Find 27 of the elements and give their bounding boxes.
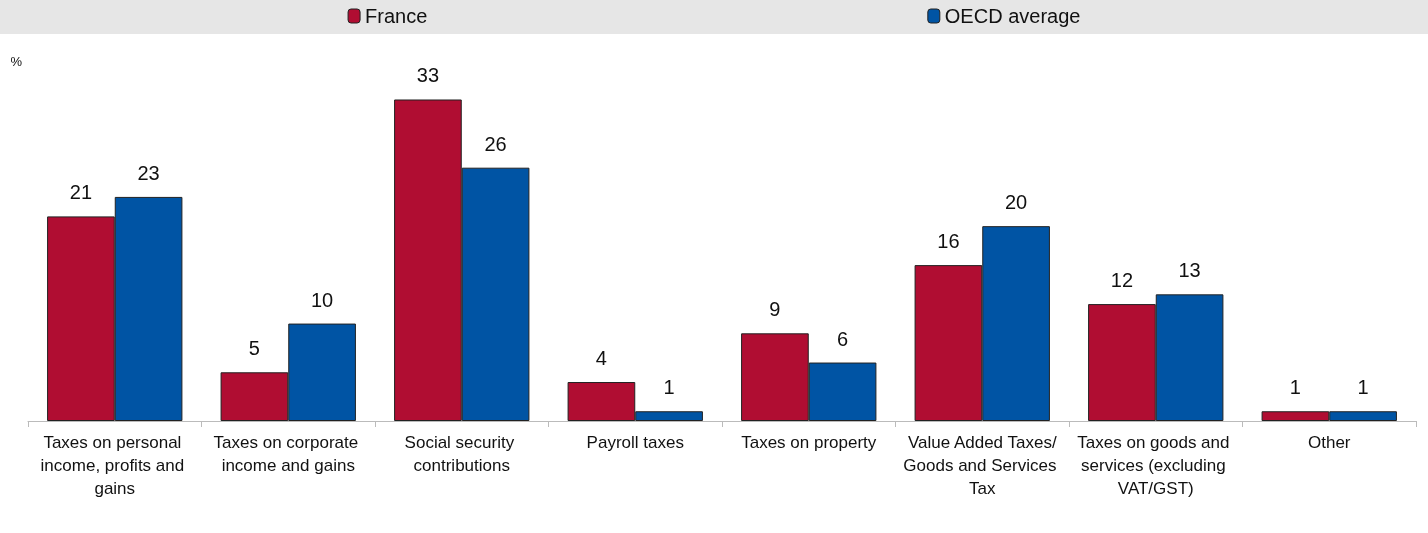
legend-label: France	[365, 5, 428, 27]
data-label: 13	[1178, 259, 1201, 282]
data-label: 21	[69, 181, 93, 204]
x-tick-label: Social security contributions	[404, 433, 519, 475]
x-tick-label: Taxes on corporate income and gains	[213, 433, 363, 475]
y-axis-title: %	[10, 54, 23, 69]
data-label: 1	[663, 376, 675, 399]
data-label: 4	[595, 347, 607, 370]
data-label: 12	[1110, 269, 1134, 292]
x-tick-label: Taxes on goods and services (excluding VAT/GST)	[1077, 433, 1235, 498]
x-tick-label: Payroll taxes	[586, 433, 684, 452]
x-tick-label: Taxes on personal income, profits and gains	[40, 433, 189, 498]
data-label: 1	[1357, 376, 1369, 399]
data-label: 33	[416, 64, 440, 87]
data-label: 9	[769, 298, 781, 321]
data-label: 1	[1289, 376, 1301, 399]
x-tick-label: Taxes on property	[741, 433, 877, 452]
data-label: 16	[937, 230, 960, 253]
data-label: 5	[248, 337, 260, 360]
x-tick-label: Value Added Taxes/Goods and Services Tax	[903, 433, 1062, 498]
data-label: 20	[1004, 191, 1028, 214]
data-label: 23	[137, 161, 160, 184]
x-tick-label: Other	[1307, 433, 1351, 452]
data-label: 26	[484, 132, 507, 155]
legend-label: OECD average	[944, 5, 1081, 27]
data-label: 6	[837, 327, 849, 350]
data-label: 10	[310, 288, 334, 311]
